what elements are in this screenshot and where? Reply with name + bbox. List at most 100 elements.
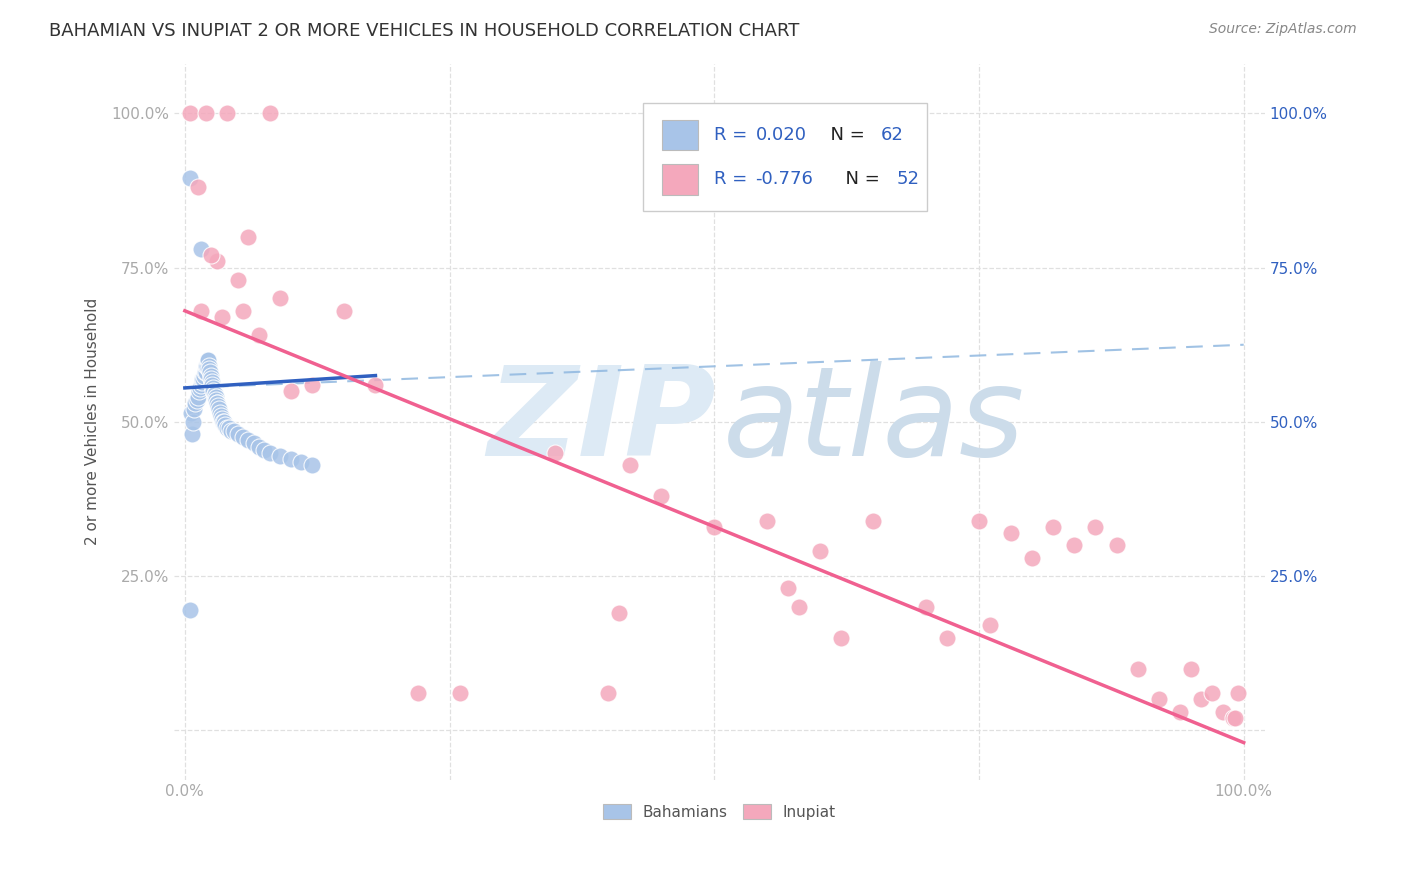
Point — [183, 415, 205, 429]
Point — [207, 400, 229, 414]
Point — [204, 393, 226, 408]
Point — [703, 519, 725, 533]
Point — [197, 353, 219, 368]
Point — [188, 381, 211, 395]
Point — [204, 387, 226, 401]
Point — [238, 229, 260, 244]
Point — [181, 427, 204, 442]
Point — [187, 384, 209, 398]
Point — [756, 514, 779, 528]
Point — [195, 366, 218, 380]
Text: N =: N = — [834, 170, 886, 188]
Point — [212, 415, 235, 429]
Point — [186, 393, 208, 408]
Point — [212, 415, 235, 429]
Text: Source: ZipAtlas.com: Source: ZipAtlas.com — [1209, 22, 1357, 37]
Point — [201, 377, 224, 392]
Point — [1042, 519, 1064, 533]
Point — [332, 303, 354, 318]
Point — [269, 449, 291, 463]
Point — [197, 353, 219, 368]
Point — [205, 396, 228, 410]
Point — [1189, 692, 1212, 706]
Legend: Bahamians, Inupiat: Bahamians, Inupiat — [598, 797, 842, 826]
Text: -0.776: -0.776 — [755, 170, 814, 188]
Point — [179, 603, 201, 617]
Point — [217, 421, 239, 435]
Point — [190, 303, 212, 318]
Point — [1227, 686, 1250, 700]
Point — [200, 368, 222, 383]
Point — [808, 544, 831, 558]
Text: 0.020: 0.020 — [755, 126, 807, 144]
Point — [200, 371, 222, 385]
Point — [201, 375, 224, 389]
Point — [619, 458, 641, 472]
Point — [598, 686, 620, 700]
Point — [449, 686, 471, 700]
Point — [200, 366, 222, 380]
Point — [280, 384, 302, 398]
Point — [200, 248, 222, 262]
Point — [778, 582, 800, 596]
Point — [191, 371, 214, 385]
Point — [195, 359, 218, 374]
Point — [205, 254, 228, 268]
Point — [1225, 711, 1247, 725]
Point — [232, 430, 254, 444]
Point — [202, 381, 225, 395]
Point — [269, 292, 291, 306]
FancyBboxPatch shape — [643, 103, 927, 211]
Point — [1168, 705, 1191, 719]
Point — [198, 359, 221, 374]
Point — [1021, 550, 1043, 565]
Point — [301, 377, 323, 392]
Text: 52: 52 — [896, 170, 920, 188]
Point — [190, 377, 212, 392]
Point — [650, 489, 672, 503]
Point — [211, 411, 233, 425]
Point — [204, 390, 226, 404]
Point — [187, 390, 209, 404]
Point — [204, 387, 226, 401]
Point — [259, 445, 281, 459]
Point — [214, 417, 236, 432]
Point — [208, 402, 231, 417]
Point — [232, 303, 254, 318]
Point — [205, 396, 228, 410]
Point — [204, 390, 226, 404]
Point — [226, 427, 249, 442]
Point — [191, 371, 214, 385]
Point — [242, 436, 264, 450]
Point — [1126, 662, 1149, 676]
Point — [222, 424, 245, 438]
Point — [179, 171, 201, 186]
Point — [191, 375, 214, 389]
Point — [180, 406, 202, 420]
Point — [198, 362, 221, 376]
Point — [1063, 538, 1085, 552]
Point — [221, 424, 243, 438]
Point — [1084, 519, 1107, 533]
Point — [1222, 711, 1244, 725]
Text: atlas: atlas — [723, 361, 1025, 483]
Point — [226, 273, 249, 287]
Point — [211, 310, 233, 324]
Point — [195, 359, 218, 374]
Point — [179, 106, 201, 120]
Point — [183, 402, 205, 417]
Point — [209, 409, 232, 423]
Point — [259, 106, 281, 120]
Point — [1180, 662, 1202, 676]
Point — [607, 606, 630, 620]
Point — [193, 368, 215, 383]
Point — [979, 618, 1001, 632]
Point — [1201, 686, 1223, 700]
Point — [787, 599, 810, 614]
Text: 62: 62 — [882, 126, 904, 144]
Point — [184, 396, 207, 410]
Point — [862, 514, 884, 528]
Point — [238, 434, 260, 448]
Point — [301, 458, 323, 472]
Point — [830, 631, 852, 645]
